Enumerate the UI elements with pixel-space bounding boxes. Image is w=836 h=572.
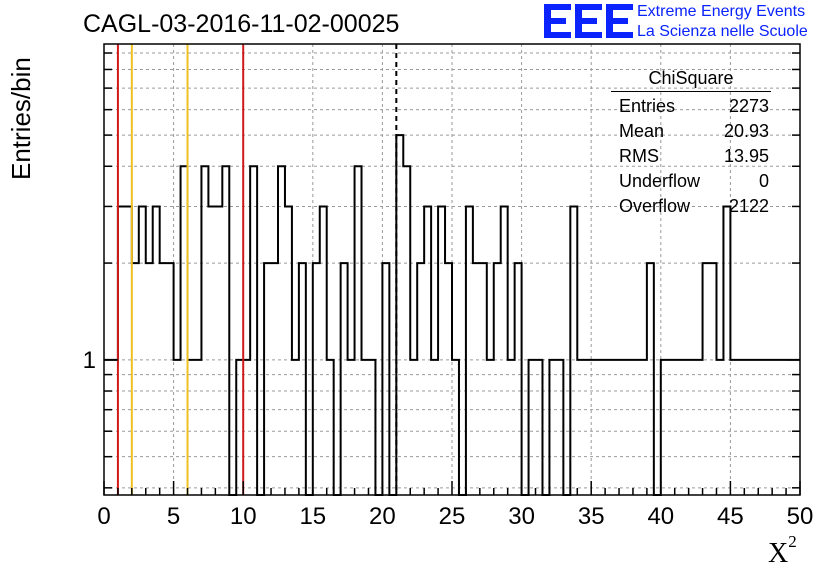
x-axis-label-base: X — [768, 538, 789, 569]
y-axis-label: Entries/bin — [6, 57, 36, 180]
histogram — [104, 134, 800, 496]
stat-label: Mean — [619, 121, 665, 141]
histogram-outline — [104, 134, 800, 496]
stat-value: 2273 — [728, 96, 769, 116]
eee-mark-icon — [544, 4, 633, 38]
axis-tick-labels: 0 5 10 15 20 25 30 35 40 45 50 1 — [83, 347, 814, 530]
stat-row-rms: RMS 13.95 — [611, 144, 771, 169]
stat-label: Underflow — [619, 171, 701, 191]
y-tick-label: 1 — [83, 347, 96, 374]
stat-value: 2122 — [728, 196, 769, 216]
reference-lines — [116, 44, 398, 495]
stat-label: RMS — [619, 146, 659, 166]
x-tick-label: 20 — [369, 503, 396, 530]
x-tick-label: 40 — [647, 503, 674, 530]
x-tick-label: 10 — [230, 503, 257, 530]
x-tick-label: 25 — [439, 503, 466, 530]
chart-title: CAGL-03-2016-11-02-00025 — [83, 10, 400, 38]
stats-box: ChiSquare Entries 2273 Mean 20.93 RMS 13.95… — [611, 68, 771, 219]
stat-row-mean: Mean 20.93 — [611, 119, 771, 144]
eee-logo-text: Extreme Energy Events La Scienza nelle S… — [637, 2, 808, 42]
axis-ticks — [103, 52, 801, 495]
x-tick-label: 30 — [508, 503, 535, 530]
x-tick-label: 45 — [717, 503, 744, 530]
x-tick-label: 0 — [97, 503, 110, 530]
x-tick-label: 5 — [167, 503, 180, 530]
stat-row-overflow: Overflow 2122 — [611, 194, 771, 219]
eee-logo-icon — [542, 0, 637, 53]
stat-value: 0 — [758, 171, 769, 191]
x-axis-label: X2 — [768, 532, 797, 570]
x-axis-label-superscript: 2 — [788, 532, 797, 551]
stat-value: 20.93 — [723, 121, 769, 141]
stats-title: ChiSquare — [611, 68, 771, 92]
x-tick-label: 50 — [787, 503, 814, 530]
stat-row-underflow: Underflow 0 — [611, 169, 771, 194]
logo-line-2: La Scienza nelle Scuole — [637, 23, 808, 40]
stat-label: Overflow — [619, 196, 691, 216]
stat-label: Entries — [619, 96, 676, 116]
logo-line-1: Extreme Energy Events — [637, 3, 806, 20]
x-tick-label: 15 — [299, 503, 326, 530]
stat-row-entries: Entries 2273 — [611, 94, 771, 119]
stat-value: 13.95 — [723, 146, 769, 166]
x-tick-label: 35 — [578, 503, 605, 530]
